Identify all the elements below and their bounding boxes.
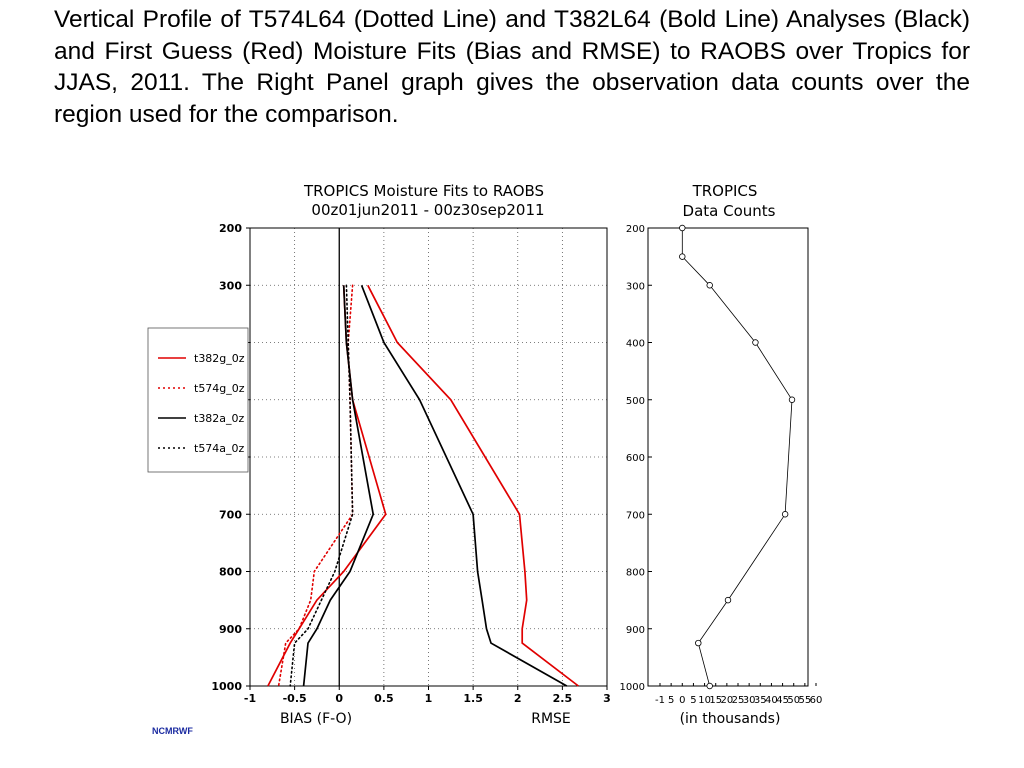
- x-tick-label: 1.5: [463, 692, 483, 705]
- legend: t382g_0z t574g_0z t382a_0z t574a_0z: [147, 327, 249, 473]
- series-line-t574a-0z-bias: [289, 284, 354, 687]
- y-tick-label: 300: [219, 279, 242, 292]
- counts-y-tick-label: 1000: [620, 682, 645, 693]
- y-tick-label: 800: [219, 566, 242, 579]
- counts-x-tick-label: 55: [798, 695, 811, 706]
- x-tick-label: -1: [244, 692, 256, 705]
- counts-x-tick-label: 5: [668, 695, 674, 706]
- counts-point: [724, 596, 732, 604]
- counts-y-tick-label: 800: [626, 568, 645, 579]
- counts-x-tick-label: -1: [655, 695, 665, 706]
- counts-y-tick-label: 300: [626, 281, 645, 292]
- series-line-t382a-0z-bias: [302, 285, 375, 687]
- x-tick-label: 1: [425, 692, 433, 705]
- counts-line: [681, 228, 793, 687]
- x-tick-label: -0.5: [283, 692, 307, 705]
- counts-x-tick-label: 35: [754, 695, 767, 706]
- counts-point: [706, 282, 713, 289]
- y-tick-label: 1000: [211, 680, 242, 693]
- counts-y-tick-label: 400: [626, 339, 645, 350]
- counts-x-tick-label: 40: [765, 695, 778, 706]
- counts-point: [788, 396, 796, 403]
- x-tick-label: 0.5: [374, 692, 394, 705]
- counts-x-tick-label: 20: [720, 695, 733, 706]
- fits-plot: -1-0.500.511.522.53200300400500600700800…: [211, 222, 610, 705]
- counts-y-tick-label: 500: [626, 396, 645, 407]
- counts-x-axis-label: (in thousands): [680, 711, 781, 727]
- counts-x-tick-label: 5: [690, 695, 696, 706]
- counts-x-tick-label: 25: [732, 695, 745, 706]
- series-line-t382g-0z-rmse: [367, 284, 579, 687]
- series-line-t382a-0z-rmse: [360, 284, 568, 687]
- credit-logo: NCMRWF: [152, 726, 193, 736]
- chart-subtitle: 00z01jun2011 - 00z30sep2011: [311, 201, 544, 219]
- legend-label: t574a_0z: [194, 442, 245, 455]
- counts-point: [781, 511, 789, 518]
- y-tick-label: 200: [219, 222, 242, 235]
- counts-frame: [647, 227, 809, 687]
- y-tick-label: 700: [219, 508, 242, 521]
- counts-x-tick-label: 50: [787, 695, 800, 706]
- counts-y-tick-label: 900: [626, 625, 645, 636]
- legend-label: t382a_0z: [194, 412, 245, 425]
- counts-point: [695, 639, 702, 647]
- counts-point: [706, 682, 713, 690]
- counts-y-tick-label: 200: [626, 224, 645, 235]
- counts-x-tick-label: 45: [776, 695, 789, 706]
- x-axis-label-rmse: RMSE: [531, 711, 571, 727]
- counts-subtitle: Data Counts: [683, 202, 776, 220]
- legend-label: t382g_0z: [194, 352, 245, 365]
- chart-title: TROPICS Moisture Fits to RAOBS: [303, 182, 544, 200]
- x-tick-label: 2.5: [553, 692, 573, 705]
- counts-x-tick-label: 0: [679, 695, 685, 706]
- counts-title: TROPICS: [692, 182, 758, 200]
- x-tick-label: 2: [514, 692, 522, 705]
- y-tick-label: 900: [219, 623, 242, 636]
- figure-caption: Vertical Profile of T574L64 (Dotted Line…: [54, 6, 970, 128]
- x-tick-label: 0: [335, 692, 343, 705]
- legend-label: t574g_0z: [194, 382, 245, 395]
- counts-point: [752, 339, 759, 346]
- x-axis-label-bias: BIAS (F-O): [280, 711, 352, 727]
- series-line-t574g-0z-bias: [277, 284, 354, 687]
- counts-x-tick-label: 10: [698, 695, 711, 706]
- counts-y-tick-label: 700: [626, 510, 645, 521]
- counts-point: [679, 253, 686, 260]
- counts-x-tick-label: 60: [810, 695, 823, 706]
- counts-point: [679, 224, 686, 232]
- counts-y-tick-label: 600: [626, 453, 645, 464]
- counts-x-tick-label: 15: [709, 695, 722, 706]
- counts-x-tick-label: 30: [743, 695, 756, 706]
- x-tick-label: 3: [603, 692, 611, 705]
